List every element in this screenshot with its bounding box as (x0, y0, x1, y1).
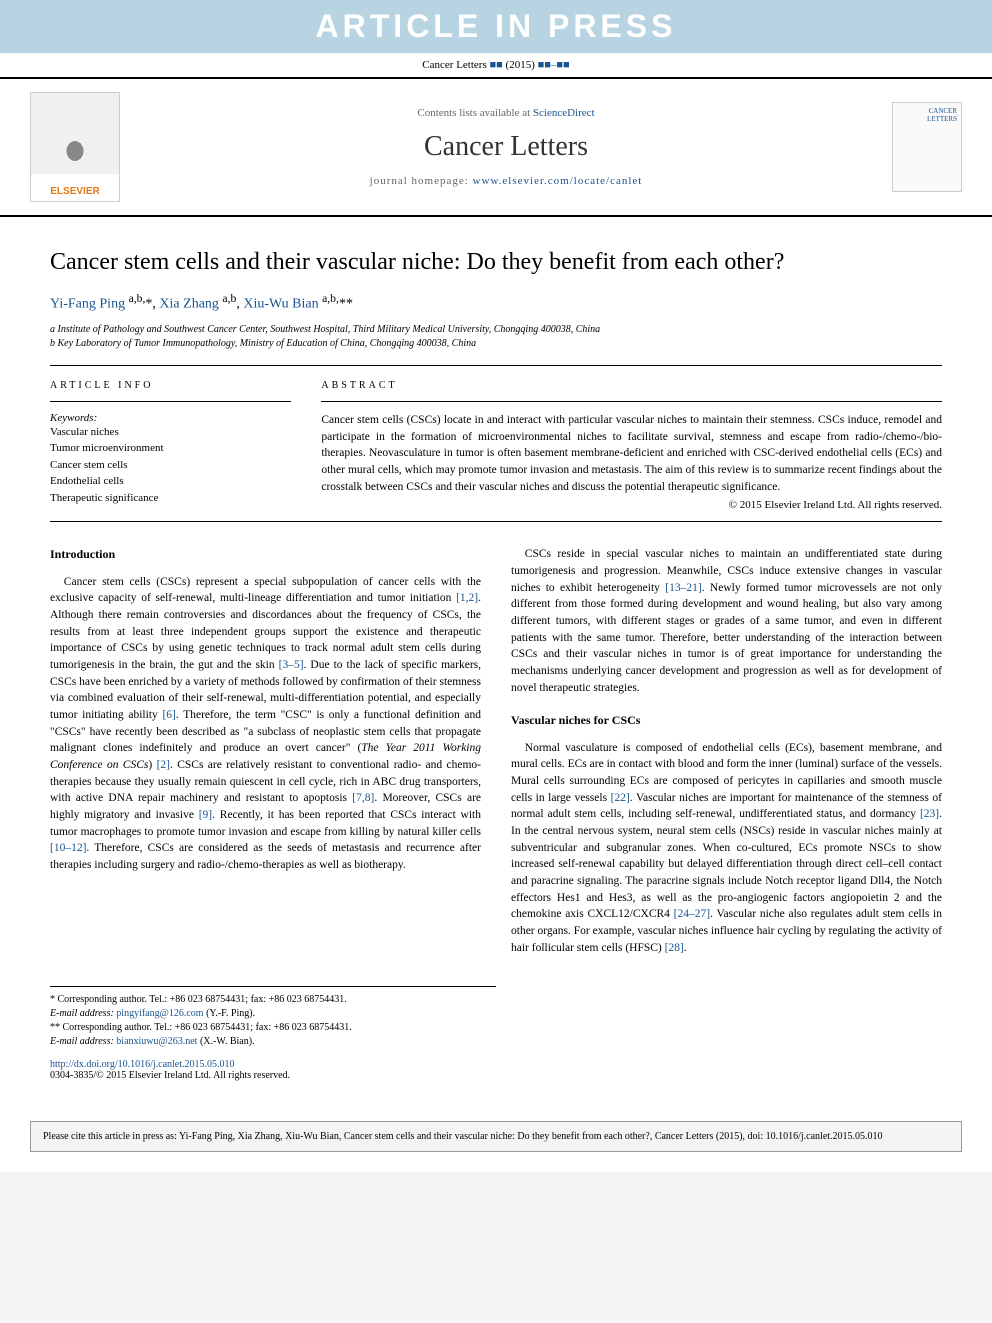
article-info: ARTICLE INFO Keywords: Vascular niches T… (50, 380, 291, 511)
author-1-aff: a,b, (129, 292, 146, 305)
sciencedirect-link[interactable]: ScienceDirect (533, 107, 595, 119)
doi-link[interactable]: http://dx.doi.org/10.1016/j.canlet.2015.… (50, 1059, 235, 1070)
abstract-copyright: © 2015 Elsevier Ireland Ltd. All rights … (321, 499, 942, 511)
email-2-name: (X.-W. Bian). (197, 1036, 254, 1047)
author-3-aff: a,b, (322, 292, 339, 305)
contents-text: Contents lists available at (417, 107, 532, 119)
ref-link[interactable]: [9] (199, 809, 212, 821)
citation-journal: Cancer Letters (422, 59, 486, 71)
ref-link[interactable]: [7,8] (352, 792, 374, 804)
article-content: Cancer stem cells and their vascular nic… (0, 217, 992, 1101)
col2-paragraph-1: CSCs reside in special vascular niches t… (511, 546, 942, 696)
abstract-heading: ABSTRACT (321, 380, 942, 391)
author-2-aff: a,b (222, 292, 236, 305)
ref-link[interactable]: [10–12] (50, 842, 86, 854)
column-right: CSCs reside in special vascular niches t… (511, 546, 942, 966)
divider-2 (50, 521, 942, 522)
email-label: E-mail address: (50, 1008, 116, 1019)
citation-pages: ■■–■■ (538, 59, 570, 71)
homepage-link[interactable]: www.elsevier.com/locate/canlet (473, 175, 643, 187)
affiliation-b: b Key Laboratory of Tumor Immunopatholog… (50, 337, 942, 351)
authors: Yi-Fang Ping a,b,*, Xia Zhang a,b, Xiu-W… (50, 292, 942, 313)
email-label: E-mail address: (50, 1036, 116, 1047)
ref-link[interactable]: [22] (611, 792, 630, 804)
corr-author-2: ** Corresponding author. Tel.: +86 023 6… (50, 1021, 496, 1035)
article-info-heading: ARTICLE INFO (50, 380, 291, 391)
masthead: ELSEVIER Contents lists available at Sci… (0, 77, 992, 217)
keyword: Therapeutic significance (50, 490, 291, 507)
homepage-label: journal homepage: (370, 175, 473, 187)
email-1-line: E-mail address: pingyifang@126.com (Y.-F… (50, 1007, 496, 1021)
keyword: Endothelial cells (50, 473, 291, 490)
keywords-label: Keywords: (50, 412, 291, 424)
page: ARTICLE IN PRESS Cancer Letters ■■ (2015… (0, 0, 992, 1172)
ref-link[interactable]: [28] (665, 942, 684, 954)
email-1-name: (Y.-F. Ping). (204, 1008, 256, 1019)
abstract: ABSTRACT Cancer stem cells (CSCs) locate… (321, 380, 942, 511)
affiliation-a: a Institute of Pathology and Southwest C… (50, 323, 942, 337)
elsevier-logo[interactable]: ELSEVIER (30, 92, 120, 202)
ref-link[interactable]: [13–21] (665, 582, 701, 594)
publisher-name: ELSEVIER (50, 186, 99, 197)
ref-link[interactable]: [2] (157, 759, 170, 771)
citation-year: (2015) (506, 59, 535, 71)
article-in-press-banner: ARTICLE IN PRESS (0, 0, 992, 53)
body-columns: Introduction Cancer stem cells (CSCs) re… (50, 546, 942, 966)
cite-this-article-box: Please cite this article in press as: Yi… (30, 1121, 962, 1152)
ref-link[interactable]: [24–27] (674, 908, 710, 920)
author-3[interactable]: Xiu-Wu Bian (243, 297, 318, 312)
ref-link[interactable]: [23] (920, 808, 939, 820)
abstract-text: Cancer stem cells (CSCs) locate in and i… (321, 412, 942, 495)
journal-cover-thumbnail[interactable]: CANCER LETTERS (892, 102, 962, 192)
intro-heading: Introduction (50, 546, 481, 563)
issn-copyright: 0304-3835/© 2015 Elsevier Ireland Ltd. A… (50, 1070, 290, 1081)
article-title: Cancer stem cells and their vascular nic… (50, 247, 942, 278)
column-left: Introduction Cancer stem cells (CSCs) re… (50, 546, 481, 966)
abstract-divider (321, 401, 942, 402)
keyword: Tumor microenvironment (50, 440, 291, 457)
info-divider (50, 401, 291, 402)
citation-line: Cancer Letters ■■ (2015) ■■–■■ (0, 53, 992, 77)
contents-available: Contents lists available at ScienceDirec… (120, 107, 892, 119)
ref-link[interactable]: [6] (162, 709, 175, 721)
intro-paragraph: Cancer stem cells (CSCs) represent a spe… (50, 574, 481, 874)
masthead-center: Contents lists available at ScienceDirec… (120, 107, 892, 187)
author-1[interactable]: Yi-Fang Ping (50, 297, 125, 312)
keyword: Cancer stem cells (50, 457, 291, 474)
author-2[interactable]: Xia Zhang (159, 297, 218, 312)
elsevier-tree-icon (45, 116, 105, 186)
ref-link[interactable]: [3–5] (279, 659, 304, 671)
corr-author-1: * Corresponding author. Tel.: +86 023 68… (50, 993, 496, 1007)
affiliations: a Institute of Pathology and Southwest C… (50, 323, 942, 351)
citation-blank: ■■ (489, 59, 502, 71)
journal-name: Cancer Letters (120, 131, 892, 163)
email-1-link[interactable]: pingyifang@126.com (116, 1008, 203, 1019)
divider (50, 365, 942, 366)
vascular-paragraph: Normal vasculature is composed of endoth… (511, 740, 942, 957)
journal-homepage: journal homepage: www.elsevier.com/locat… (120, 175, 892, 187)
vascular-heading: Vascular niches for CSCs (511, 712, 942, 729)
email-2-line: E-mail address: bianxiuwu@263.net (X.-W.… (50, 1035, 496, 1049)
doi-block: http://dx.doi.org/10.1016/j.canlet.2015.… (50, 1059, 496, 1081)
footnotes: * Corresponding author. Tel.: +86 023 68… (50, 986, 496, 1049)
email-2-link[interactable]: bianxiuwu@263.net (116, 1036, 197, 1047)
keywords-list: Vascular niches Tumor microenvironment C… (50, 424, 291, 507)
info-abstract-row: ARTICLE INFO Keywords: Vascular niches T… (50, 380, 942, 511)
ref-link[interactable]: [1,2] (456, 592, 478, 604)
keyword: Vascular niches (50, 424, 291, 441)
